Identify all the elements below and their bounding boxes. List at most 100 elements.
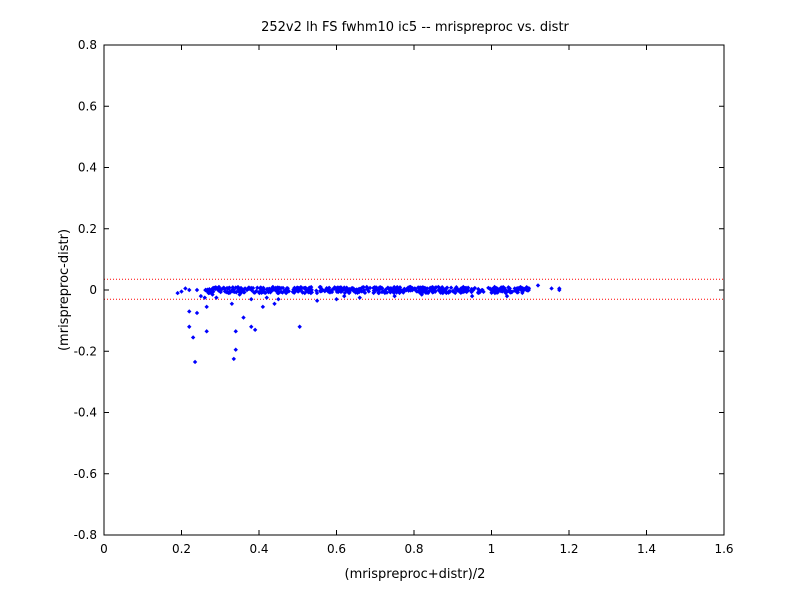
data-point [229,301,235,306]
data-point [322,289,328,294]
data-point [518,285,523,290]
data-point [259,288,265,293]
data-point [187,287,192,293]
x-tick-label: 0 [100,542,108,556]
data-point [305,289,310,294]
data-point [260,304,266,310]
data-point [314,288,319,293]
data-point [500,288,505,293]
data-point [471,287,476,292]
data-point [404,287,409,293]
data-point [309,290,315,295]
data-point [222,286,227,292]
data-point [249,288,255,293]
data-point [514,286,520,291]
data-point [353,290,358,295]
data-point [382,290,387,295]
data-point [339,289,344,294]
data-point [214,295,219,300]
data-point [272,301,277,306]
y-axis-label: (mrispreproc-distr) [57,229,72,351]
data-point [204,329,209,334]
data-point [300,289,305,295]
data-point [446,289,452,294]
data-point [187,309,192,314]
data-point [237,292,242,297]
data-point [535,283,541,288]
data-point [476,286,481,292]
x-axis: 0 0.2 0.4 0.6 0.8 1 1.2 1.4 1.6 [100,45,734,556]
chart-title: 252v2 lh FS fwhm10 ic5 -- mrispreproc vs… [261,20,569,35]
data-point [419,292,424,297]
data-point [342,293,347,299]
data-point [489,290,494,295]
data-point [521,286,527,292]
data-point [326,285,332,290]
data-point [350,287,355,292]
data-point [526,286,532,291]
data-point [268,288,274,294]
data-point [236,287,241,293]
y-tick-label: -0.6 [74,467,97,481]
y-tick-label: -0.2 [74,344,97,358]
data-point [302,286,307,291]
data-point [237,290,243,295]
data-point [461,288,466,293]
y-axis: -0.8 -0.6 -0.4 -0.2 0 0.2 0.4 0.6 0.8 [74,38,724,542]
data-point [255,285,260,290]
data-point [187,324,192,329]
data-point [249,324,254,329]
data-point [524,284,529,290]
data-point [319,287,325,292]
x-tick-label: 0.2 [172,542,191,556]
x-tick-label: 0.4 [249,542,268,556]
x-tick-label: 1.2 [559,542,578,556]
data-point [190,335,196,340]
data-point [330,286,336,292]
data-point [217,286,222,291]
data-point [229,288,235,293]
data-point [398,288,403,293]
data-point [233,347,238,352]
data-point [206,290,211,296]
x-axis-label: (mrispreproc+distr)/2 [345,567,486,582]
data-point [262,290,267,295]
data-point [428,285,433,291]
data-point [270,285,276,290]
x-tick-label: 1 [488,542,496,556]
data-point [432,288,438,293]
y-tick-label: 0.2 [78,222,97,236]
data-point [233,329,238,334]
y-tick-label: -0.8 [74,528,97,542]
data-point [557,286,562,291]
data-point [395,284,400,290]
data-point [448,285,454,290]
data-point [499,285,505,291]
data-point [357,295,362,300]
data-point [291,287,297,293]
data-point [232,289,237,295]
data-point [444,286,449,291]
data-point [252,327,258,333]
data-point [194,310,200,316]
data-point [334,288,340,293]
y-tick-label: 0.6 [78,99,97,113]
data-point [286,289,292,294]
data-point [451,289,456,294]
data-point [438,286,443,292]
data-point [347,286,352,292]
data-point [508,289,513,294]
data-point [277,285,282,291]
data-point [371,288,377,293]
data-point [457,288,462,294]
data-point [298,286,303,291]
data-point [306,285,312,291]
data-point [481,289,486,295]
data-point [388,289,393,295]
data-point [441,289,446,294]
data-point [424,290,429,295]
data-point [192,359,198,365]
data-point [503,288,508,294]
data-point [276,296,281,302]
data-point [465,285,471,290]
